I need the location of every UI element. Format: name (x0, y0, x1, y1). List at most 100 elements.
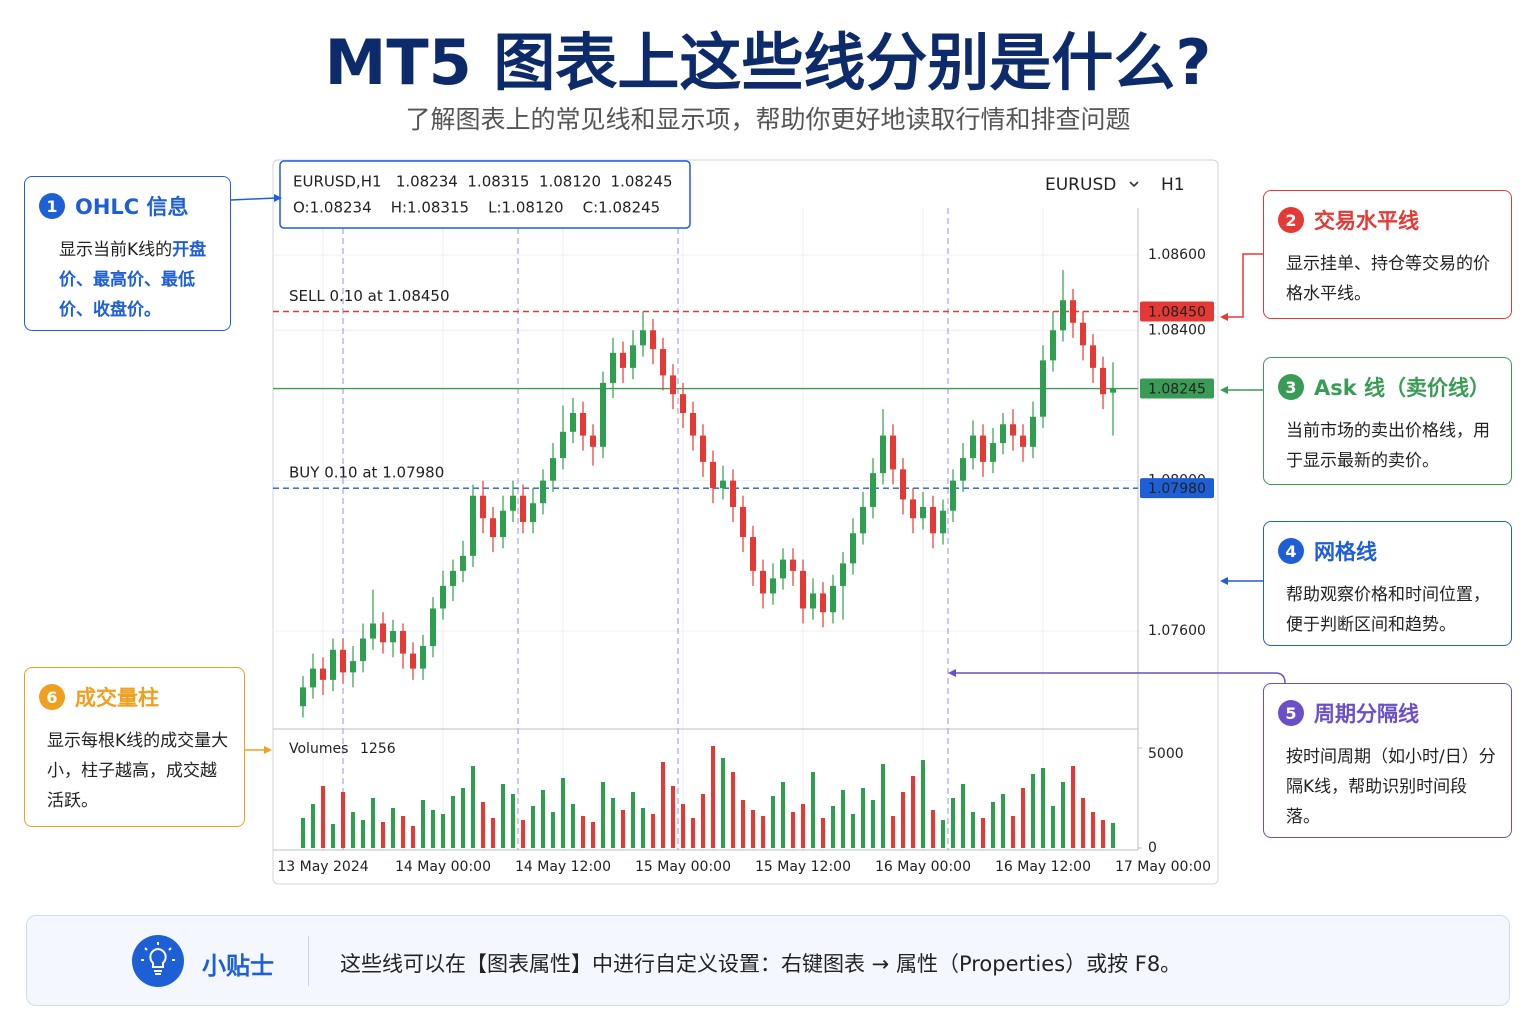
candle-body (340, 649, 346, 673)
callout-title: Ask 线（卖价线） (1314, 376, 1491, 400)
symbol-selector[interactable]: EURUSD (1045, 175, 1116, 195)
callout-number: 2 (1278, 207, 1304, 233)
volume-bar (321, 786, 325, 848)
candle-body (1080, 322, 1086, 346)
candle-body (470, 495, 476, 556)
arrowhead (948, 669, 956, 677)
timeframe[interactable]: H1 (1161, 175, 1185, 195)
y-tick-label: 1.08600 (1148, 247, 1206, 263)
candle-body (960, 458, 966, 481)
volume-bar (531, 806, 535, 848)
x-tick-label: 15 May 00:00 (635, 859, 731, 875)
ohlc-line: O:1.08234 H:1.08315 L:1.08120 C:1.08245 (293, 199, 660, 217)
callout-text: 显示当前K线的 (59, 240, 173, 260)
volume-bar (491, 818, 495, 848)
candle-body (460, 555, 466, 571)
volume-bar (451, 796, 455, 848)
callout-number: 1 (39, 193, 65, 219)
candle-body (550, 458, 556, 481)
candle-body (670, 375, 676, 395)
candle-body (990, 443, 996, 462)
volume-bar (601, 782, 605, 848)
callout: 2 交易水平线 显示挂单、持仓等交易的价格水平线。 (1263, 190, 1512, 319)
candle-body (620, 352, 626, 368)
volume-bar (611, 798, 615, 848)
volume-bar (761, 816, 765, 848)
volume-bar (441, 814, 445, 848)
candle-body (350, 661, 356, 673)
callout-title: OHLC 信息 (75, 195, 189, 219)
candle-body (890, 435, 896, 470)
candle-body (790, 559, 796, 571)
candle-body (760, 570, 766, 594)
arrowhead (264, 746, 272, 754)
volume-bar (831, 806, 835, 848)
candle-body (780, 559, 786, 579)
price-tag (1140, 478, 1214, 499)
volume-bar (1061, 782, 1065, 848)
x-tick-label: 13 May 2024 (277, 859, 368, 875)
callout: 5 周期分隔线 按时间周期（如小时/日）分隔K线，帮助识别时间段落。 (1263, 683, 1512, 838)
arrow (954, 672, 1286, 684)
candle-body (440, 585, 446, 609)
volume-label: Volumes (289, 741, 348, 757)
volume-bar (1031, 774, 1035, 848)
volume-bar (1091, 812, 1095, 848)
volume-bar (701, 794, 705, 848)
candle-body (380, 623, 386, 643)
volume-bar (691, 818, 695, 848)
volume-bar (431, 810, 435, 848)
callout: 3 Ask 线（卖价线） 当前市场的卖出价格线，用于显示最新的卖价。 (1263, 357, 1512, 485)
candle-body (360, 638, 366, 662)
volume-bar (301, 818, 305, 848)
volume-bar (671, 786, 675, 848)
x-tick-label: 14 May 00:00 (395, 859, 491, 875)
ohlc-line: EURUSD,H1 1.08234 1.08315 1.08120 1.0824… (293, 173, 673, 191)
candle-body (660, 349, 666, 376)
candle-body (520, 495, 526, 523)
candle-body (480, 495, 486, 519)
candle-body (830, 585, 836, 613)
volume-bar (311, 804, 315, 848)
volume-bar (561, 778, 565, 848)
volume-bar (591, 822, 595, 848)
callout-text: 显示挂单、持仓等交易的价格水平线。 (1286, 254, 1490, 304)
volume-bar (981, 818, 985, 848)
volume-bar (1101, 820, 1105, 848)
callout-number: 5 (1278, 700, 1304, 726)
price-tag-label: 1.08450 (1148, 304, 1206, 320)
y-tick-label: 1.07600 (1148, 623, 1206, 639)
volume-bar (351, 812, 355, 848)
volume-bar (631, 792, 635, 848)
volume-bar (891, 816, 895, 848)
tip-box: 小贴士 这些线可以在【图表属性】中进行自定义设置：右键图表 → 属性（Prope… (26, 915, 1510, 1006)
candle-body (730, 480, 736, 507)
x-tick-label: 16 May 12:00 (995, 859, 1091, 875)
candle-body (720, 480, 726, 489)
volume-bar (901, 792, 905, 848)
volume-bar (621, 810, 625, 848)
x-tick-label: 14 May 12:00 (515, 859, 611, 875)
volume-bar (541, 790, 545, 848)
candle-body (710, 461, 716, 489)
divider (308, 936, 309, 986)
volume-bar (911, 776, 915, 848)
candle-body (920, 506, 926, 519)
page-subtitle: 了解图表上的常见线和显示项，帮助你更好地读取行情和排查问题 (405, 105, 1131, 134)
candle-body (430, 608, 436, 647)
x-tick-label: 16 May 00:00 (875, 859, 971, 875)
callout-text: 帮助观察价格和时间位置，便于判断区间和趋势。 (1286, 585, 1490, 635)
candle-body (490, 518, 496, 538)
volume-bar (461, 788, 465, 848)
arrowhead (1220, 313, 1228, 321)
volume-bar (641, 808, 645, 848)
volume-bar (1021, 788, 1025, 848)
volume-bar (731, 772, 735, 848)
volume-bar (851, 814, 855, 848)
candle-body (1020, 435, 1026, 447)
arrowhead (274, 194, 282, 202)
volume-bar (991, 802, 995, 848)
volume-bar (571, 804, 575, 848)
